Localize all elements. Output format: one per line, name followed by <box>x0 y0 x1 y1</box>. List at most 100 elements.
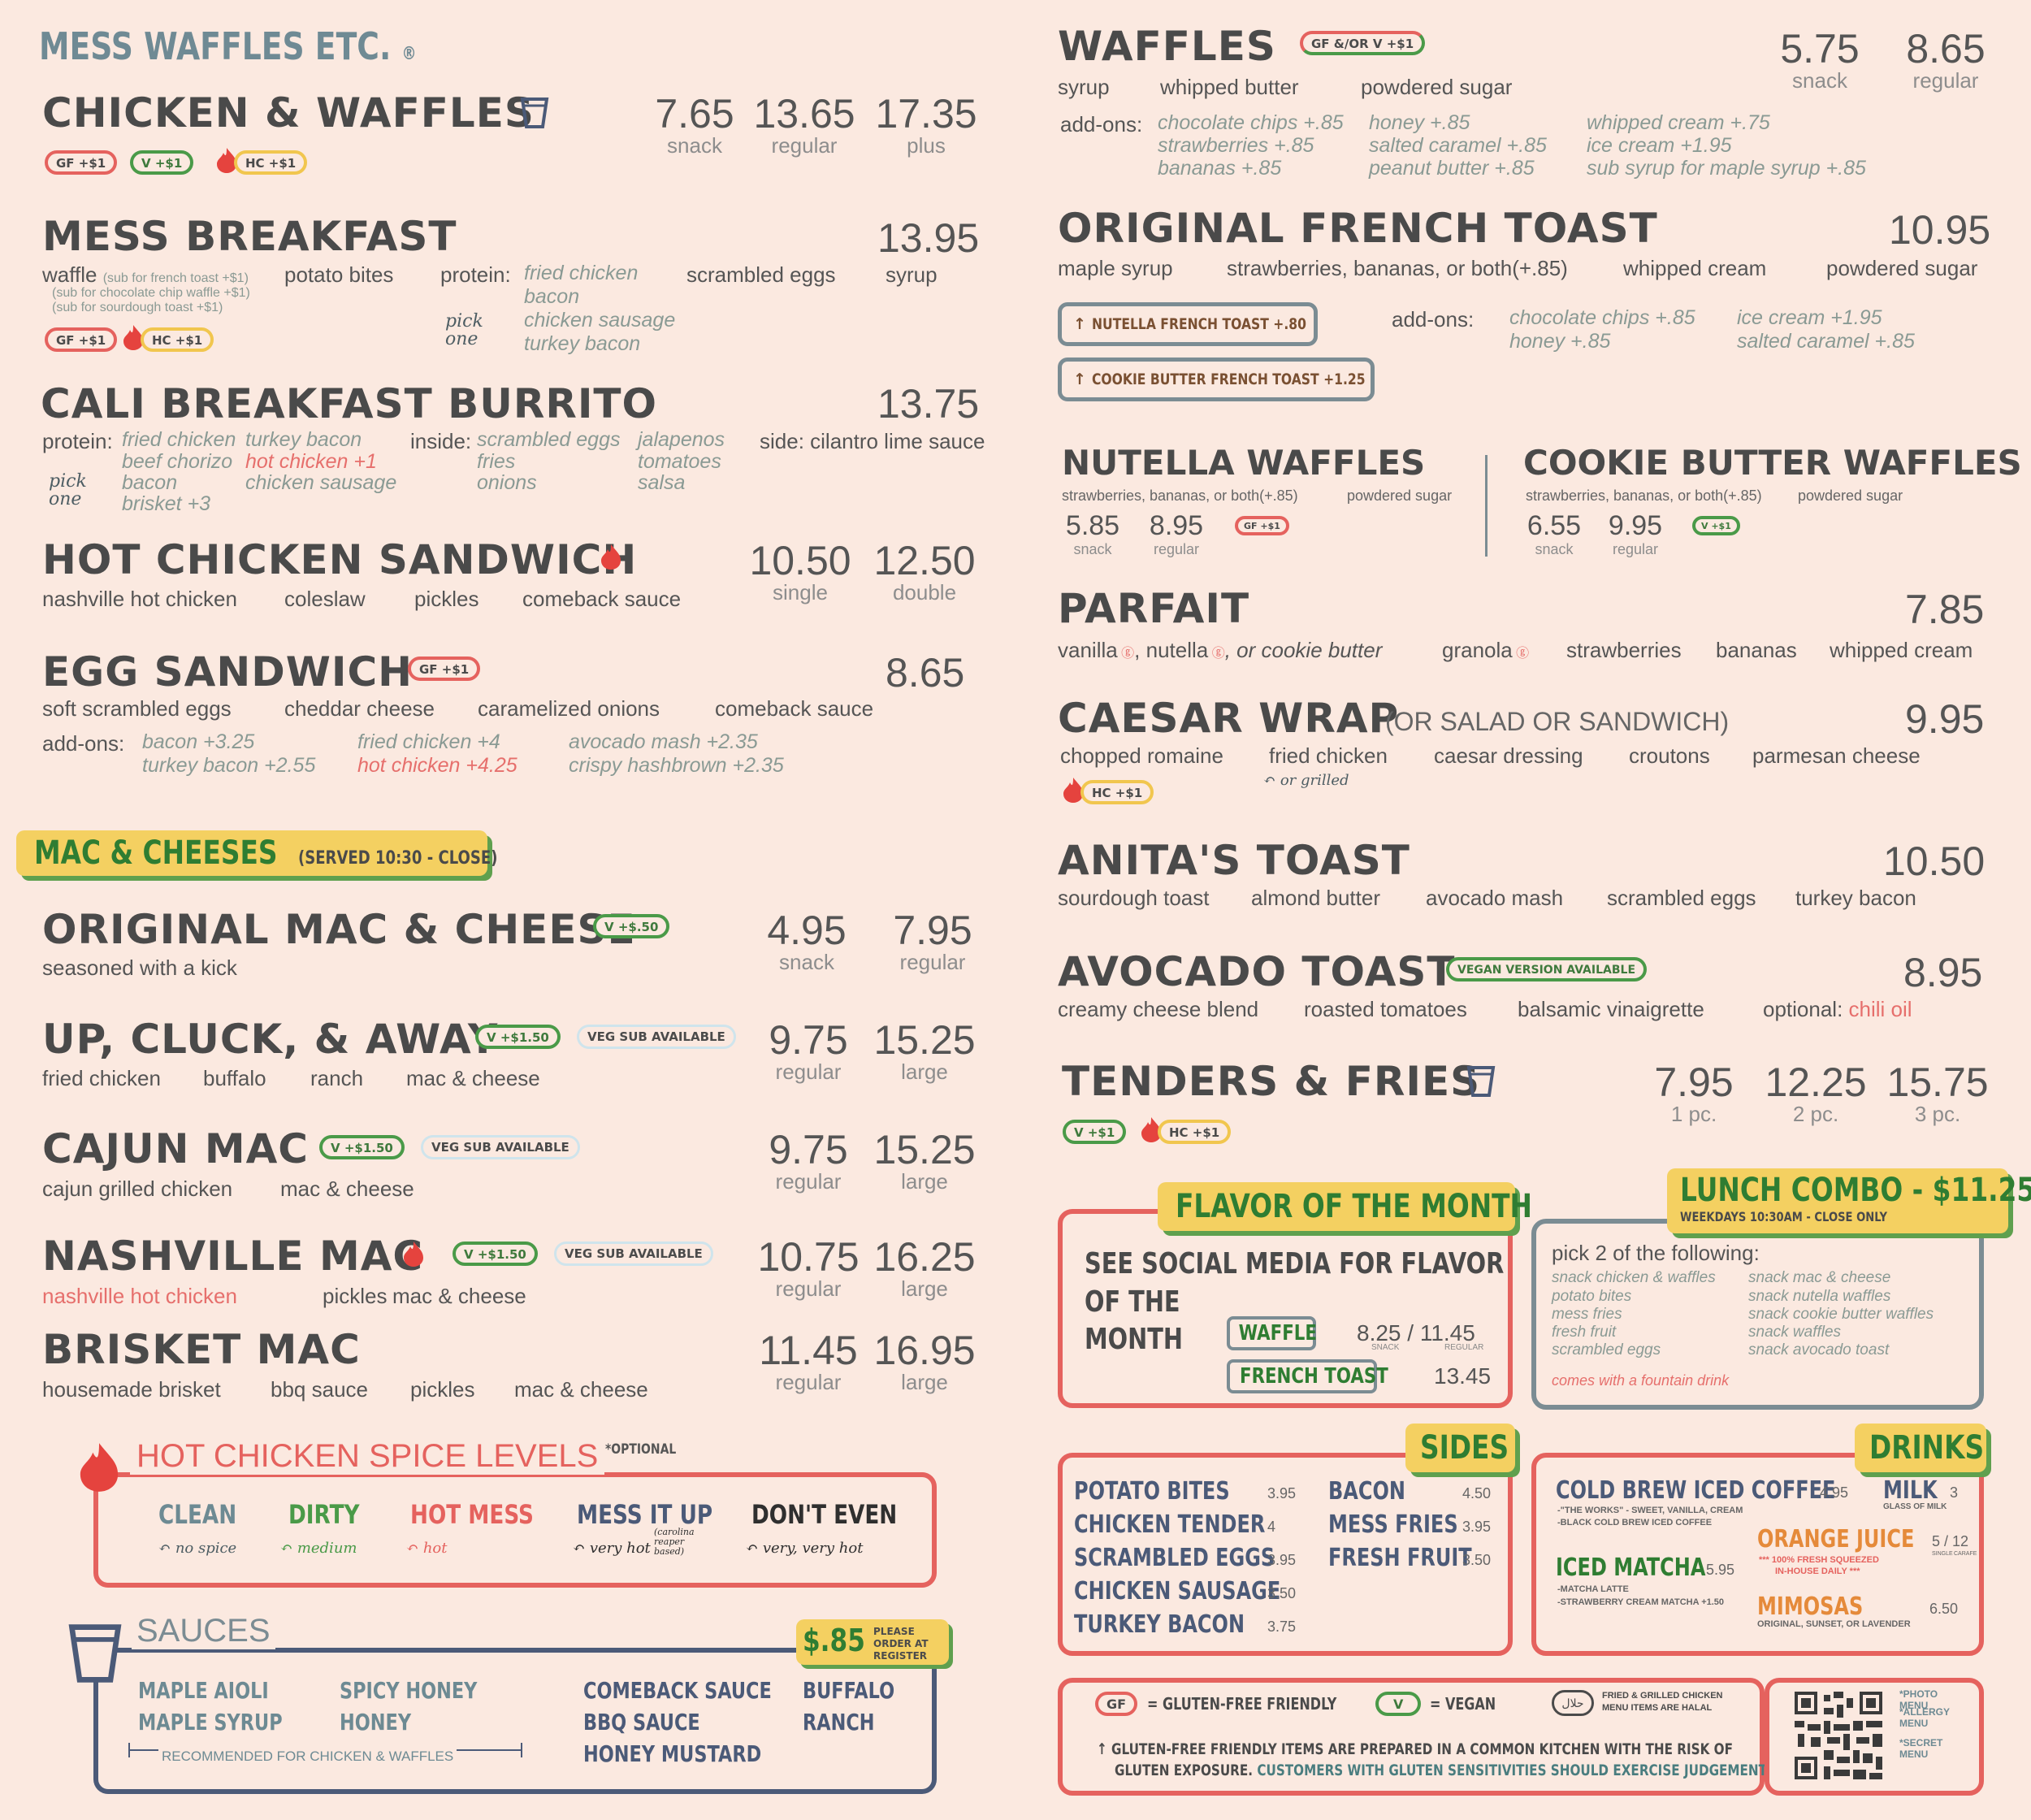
sauce-item: BUFFALO <box>803 1677 895 1704</box>
ingredient: maple syrup <box>1058 256 1173 280</box>
caesar-wrap-title: CAESAR WRAP <box>1058 695 1400 742</box>
addon-option: ice cream +1.95 <box>1737 306 1882 329</box>
ingredient: mac & cheese <box>406 1066 540 1090</box>
ingredient: strawberries, bananas, or both(+.85) <box>1062 488 1298 504</box>
gf-badge: GF +$1 <box>45 150 118 175</box>
price-value: 5.75 <box>1780 26 1860 72</box>
ingredient: powdered sugar <box>1826 256 1978 280</box>
ingredient: powdered sugar <box>1361 75 1513 99</box>
inside-option: scrambled eggs <box>477 428 621 451</box>
side-item: BACON <box>1328 1477 1405 1506</box>
hot-chicken-badge: HC +$1 <box>141 327 214 352</box>
side-price: 3.95 <box>1462 1519 1492 1535</box>
price-label: snack <box>779 950 834 974</box>
fire-icon <box>123 325 143 350</box>
side-item: POTATO BITES <box>1074 1477 1230 1506</box>
ingredient: turkey bacon <box>1795 886 1916 910</box>
price-value: 10.75 <box>757 1234 860 1280</box>
parfait-title: PARFAIT <box>1058 585 1250 632</box>
drink-desc: ORIGINAL, SUNSET, OR LAVENDER <box>1757 1619 1911 1629</box>
protein-option: chicken sausage <box>524 309 676 332</box>
ingredient: almond butter <box>1251 886 1380 910</box>
sub-note: (sub for chocolate chip waffle +$1) <box>52 286 250 300</box>
inside-option: onions <box>477 471 537 494</box>
inside-option: jalapenos <box>638 428 725 451</box>
lunch-instructions: pick 2 of the following: <box>1552 1241 1760 1265</box>
price-value: 15.75 <box>1886 1060 1989 1105</box>
price-value: 5.85 <box>1065 510 1120 541</box>
ingredient: parmesan cheese <box>1752 743 1921 768</box>
protein-option: brisket +3 <box>122 492 211 515</box>
fire-icon <box>1141 1117 1161 1142</box>
drink-item: MIMOSAS <box>1757 1592 1864 1621</box>
ingredient: fried chicken <box>1269 743 1388 768</box>
price-label: snack <box>1535 541 1574 557</box>
ingredient: caramelized onions <box>478 696 660 721</box>
french-toast-price: 13.45 <box>1434 1363 1492 1389</box>
side-item: SCRAMBLED EGGS <box>1074 1544 1275 1572</box>
ingredient: powdered sugar <box>1347 488 1453 504</box>
gf-badge: GF +$1 <box>1235 516 1289 535</box>
addon-option: strawberries +.85 <box>1158 134 1314 157</box>
avocado-toast-title: AVOCADO TOAST <box>1058 948 1456 995</box>
hot-chicken-badge: HC +$1 <box>234 150 308 175</box>
price-value: 9.95 <box>1905 696 1985 742</box>
price-label: regular <box>1912 68 1979 93</box>
ingredient: balsamic vinaigrette <box>1518 997 1704 1021</box>
mess-breakfast-title: MESS BREAKFAST <box>42 213 457 260</box>
flavor-of-month-tag: FLAVOR OF THE MONTH <box>1158 1182 1532 1231</box>
protein-option: fried chicken <box>122 428 236 451</box>
protein-option: fried chicken <box>524 262 639 284</box>
side-item: CHICKEN SAUSAGE <box>1074 1577 1281 1606</box>
price-label: 1 pc. <box>1670 1102 1717 1126</box>
spice-level-name: DON'T EVEN <box>751 1499 898 1530</box>
drink-item: ORANGE JUICE <box>1757 1525 1915 1554</box>
drink-price: 5 / 12 <box>1932 1533 1969 1549</box>
price-value: 9.75 <box>769 1017 848 1063</box>
addon-option: salted caramel +.85 <box>1737 330 1915 353</box>
protein-option: chicken sausage <box>245 471 397 494</box>
price-value: 8.65 <box>1906 26 1986 72</box>
lunch-option: snack mac & cheese <box>1748 1269 1891 1286</box>
flavor-text: SEE SOCIAL MEDIA FOR FLAVOR <box>1085 1247 1505 1280</box>
french-toast-option: FRENCH TOAST <box>1227 1359 1388 1393</box>
price-label: single <box>773 580 828 604</box>
sauce-item: MAPLE AIOLI <box>138 1677 269 1704</box>
price-label: REGULAR <box>1444 1343 1484 1352</box>
sauce-item: SPICY HONEY <box>340 1677 478 1704</box>
side-price: 4 <box>1267 1519 1276 1535</box>
ingredient: comeback sauce <box>522 587 682 611</box>
cup-icon <box>68 1624 122 1683</box>
ingredient: potato bites <box>284 262 394 287</box>
ingredient: roasted tomatoes <box>1304 997 1467 1021</box>
price-value: 12.50 <box>873 538 976 583</box>
vegan-badge: V +$1 <box>1692 516 1740 535</box>
protein-option: turkey bacon <box>524 332 641 355</box>
legend-box <box>1058 1678 1765 1796</box>
price-label: regular <box>775 1169 842 1194</box>
vegan-badge: V +$1.50 <box>475 1025 561 1049</box>
price-value: 9.95 <box>1608 510 1663 541</box>
lunch-option: snack avocado toast <box>1748 1341 1890 1358</box>
ingredient: strawberries, bananas, or both(+.85) <box>1526 488 1762 504</box>
protein-option: hot chicken +1 <box>245 450 377 473</box>
lunch-option: snack nutella waffles <box>1748 1288 1891 1305</box>
protein-option: turkey bacon <box>245 428 362 451</box>
grilled-note: ↶ or grilled <box>1263 772 1349 789</box>
qr-label: *PHOTO MENU <box>1899 1688 1938 1711</box>
addon-option: hot chicken +4.25 <box>357 754 517 777</box>
veg-sub-badge: VEG SUB AVAILABLE <box>421 1135 580 1159</box>
qr-code-icon[interactable] <box>1791 1688 1886 1783</box>
spice-level-desc: ↶ very, very hot <box>746 1540 864 1557</box>
ingredient: cajun grilled chicken <box>42 1176 233 1201</box>
addon-option: salted caramel +.85 <box>1369 134 1547 157</box>
hot-chicken-badge: HC +$1 <box>1158 1120 1232 1144</box>
ingredient: bananas <box>1716 638 1797 662</box>
egg-sandwich-title: EGG SANDWICH <box>42 648 413 696</box>
ingredient: whipped butter <box>1160 75 1299 99</box>
cookie-butter-french-toast-option: ↑ COOKIE BUTTER FRENCH TOAST +1.25 <box>1058 358 1375 401</box>
ingredient: cheddar cheese <box>284 696 435 721</box>
flavor-text: MONTH <box>1085 1323 1183 1356</box>
sauce-item: COMEBACK SAUCE <box>583 1677 772 1704</box>
spice-level-desc: ↶ very hot <box>573 1540 651 1557</box>
